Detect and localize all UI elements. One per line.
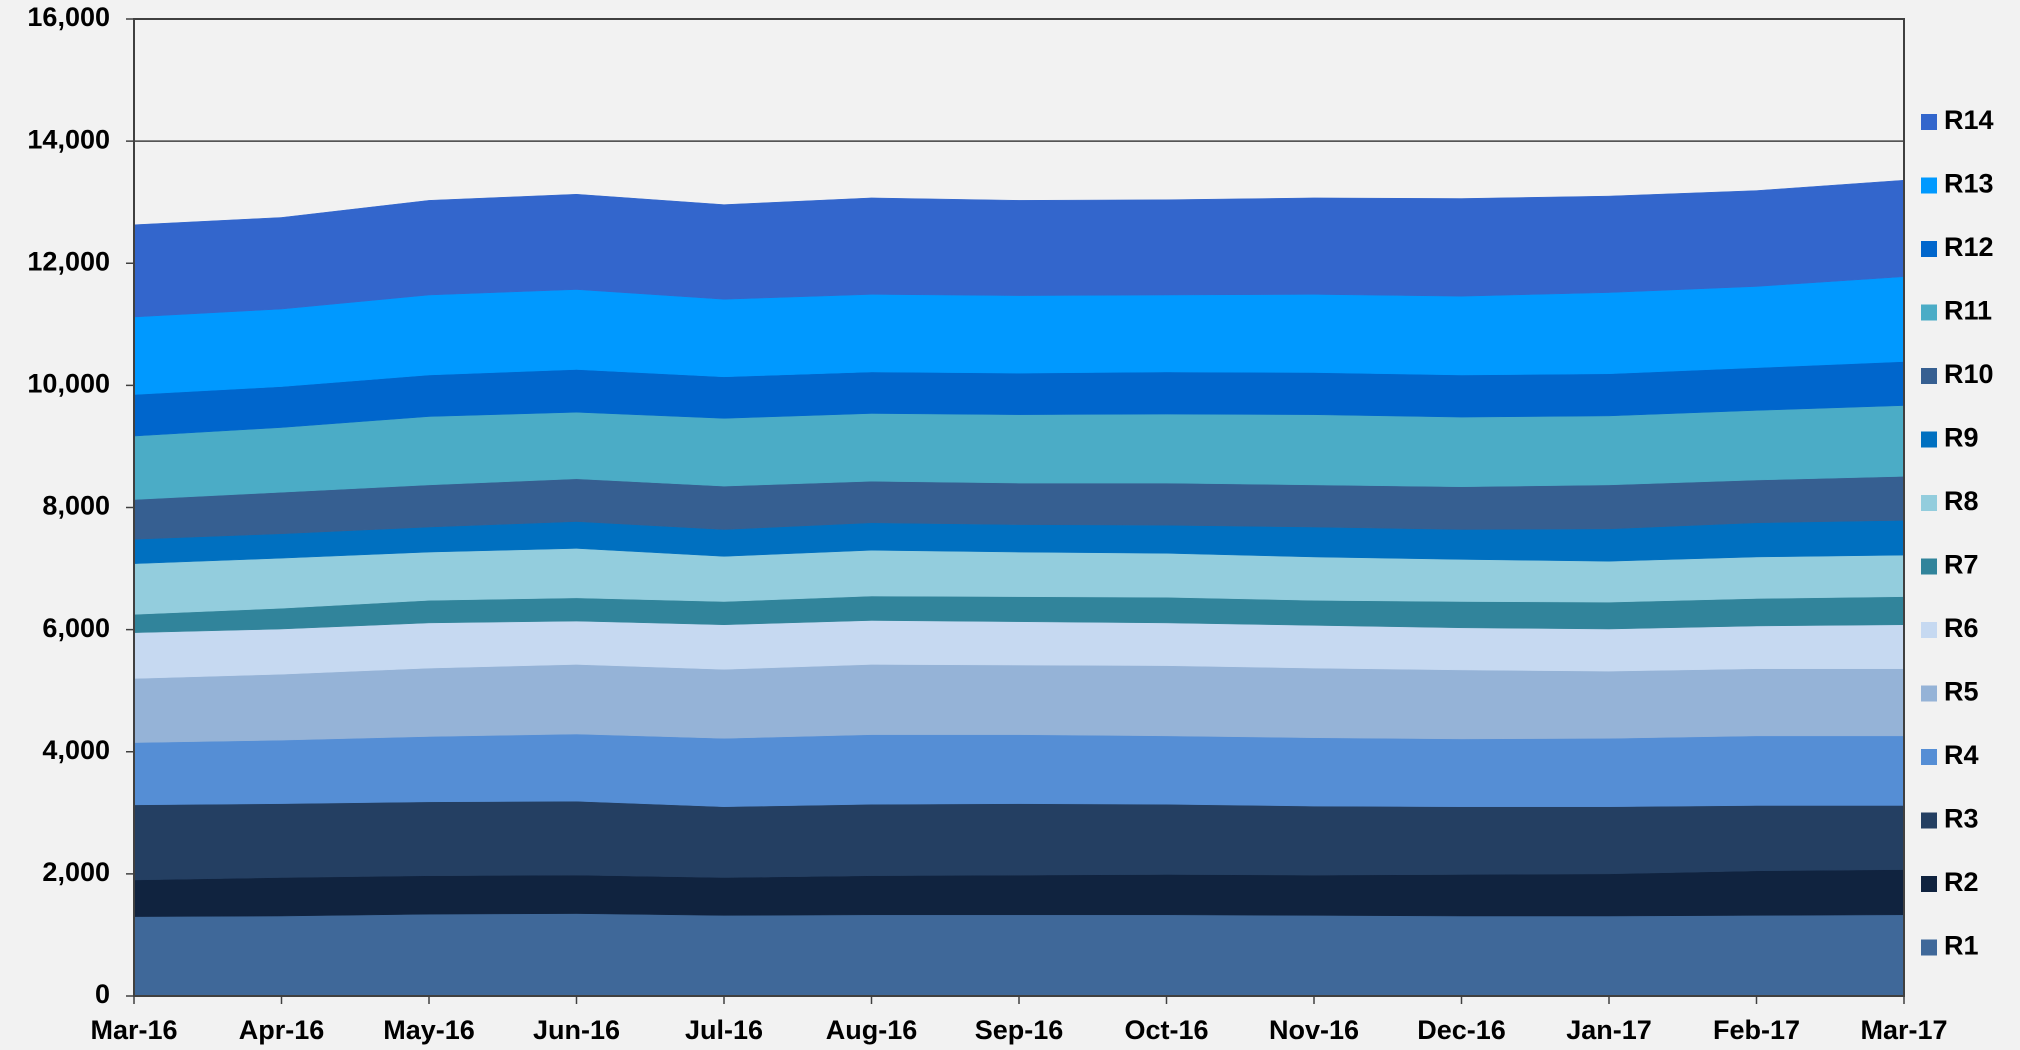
legend-label: R5 [1944,677,1979,707]
legend-label: R1 [1944,931,1979,961]
x-tick-label: Jul-16 [685,1015,763,1045]
y-tick-label: 6,000 [42,613,110,643]
x-tick-label: Apr-16 [239,1015,325,1045]
legend-swatch [1921,812,1937,829]
legend-label: R3 [1944,804,1979,834]
y-tick-label: 0 [95,979,110,1009]
legend-swatch [1921,939,1937,956]
area [133,913,1905,997]
x-tick-label: Mar-17 [1860,1015,1947,1045]
x-tick-label: Mar-16 [90,1015,177,1045]
y-tick-label: 10,000 [27,369,110,399]
legend-swatch [1921,304,1937,321]
x-tick-label: Jan-17 [1566,1015,1652,1045]
area [133,800,1905,881]
legend-swatch [1921,685,1937,702]
y-tick-label: 4,000 [42,735,110,765]
x-tick-label: Dec-16 [1417,1015,1506,1045]
y-tick-label: 8,000 [42,491,110,521]
x-tick-label: Sep-16 [975,1015,1064,1045]
legend-swatch [1921,876,1937,892]
legend-label: R6 [1944,613,1979,643]
y-tick-label: 2,000 [42,857,110,887]
x-tick-label: Feb-17 [1713,1015,1800,1045]
legend-swatch [1921,177,1937,194]
area [133,664,1905,743]
x-tick-label: Nov-16 [1269,1015,1359,1045]
x-tick-label: Jun-16 [533,1015,620,1045]
legend-swatch [1921,114,1937,130]
legend-label: R7 [1944,550,1979,580]
legend-label: R11 [1944,296,1992,326]
legend-label: R9 [1944,423,1979,453]
area [133,869,1905,917]
legend-label: R4 [1944,740,1979,770]
y-tick-label: 12,000 [27,246,110,276]
legend-swatch [1921,622,1937,638]
legend-swatch [1921,241,1937,257]
legend-label: R8 [1944,486,1979,516]
legend-label: R13 [1944,169,1994,199]
legend-swatch [1921,368,1937,384]
y-tick-label: 14,000 [27,124,110,154]
legend-swatch [1921,749,1937,765]
legend-swatch [1921,558,1937,575]
legend-label: R12 [1944,232,1994,262]
x-tick-label: Oct-16 [1124,1015,1208,1045]
x-tick-label: May-16 [383,1015,475,1045]
legend-swatch [1921,495,1937,511]
legend-label: R10 [1944,359,1994,389]
legend-label: R14 [1944,105,1994,135]
y-tick-label: 16,000 [27,2,110,32]
x-tick-label: Aug-16 [826,1015,918,1045]
legend-label: R2 [1944,867,1979,897]
legend-swatch [1921,431,1937,448]
area [133,733,1905,807]
